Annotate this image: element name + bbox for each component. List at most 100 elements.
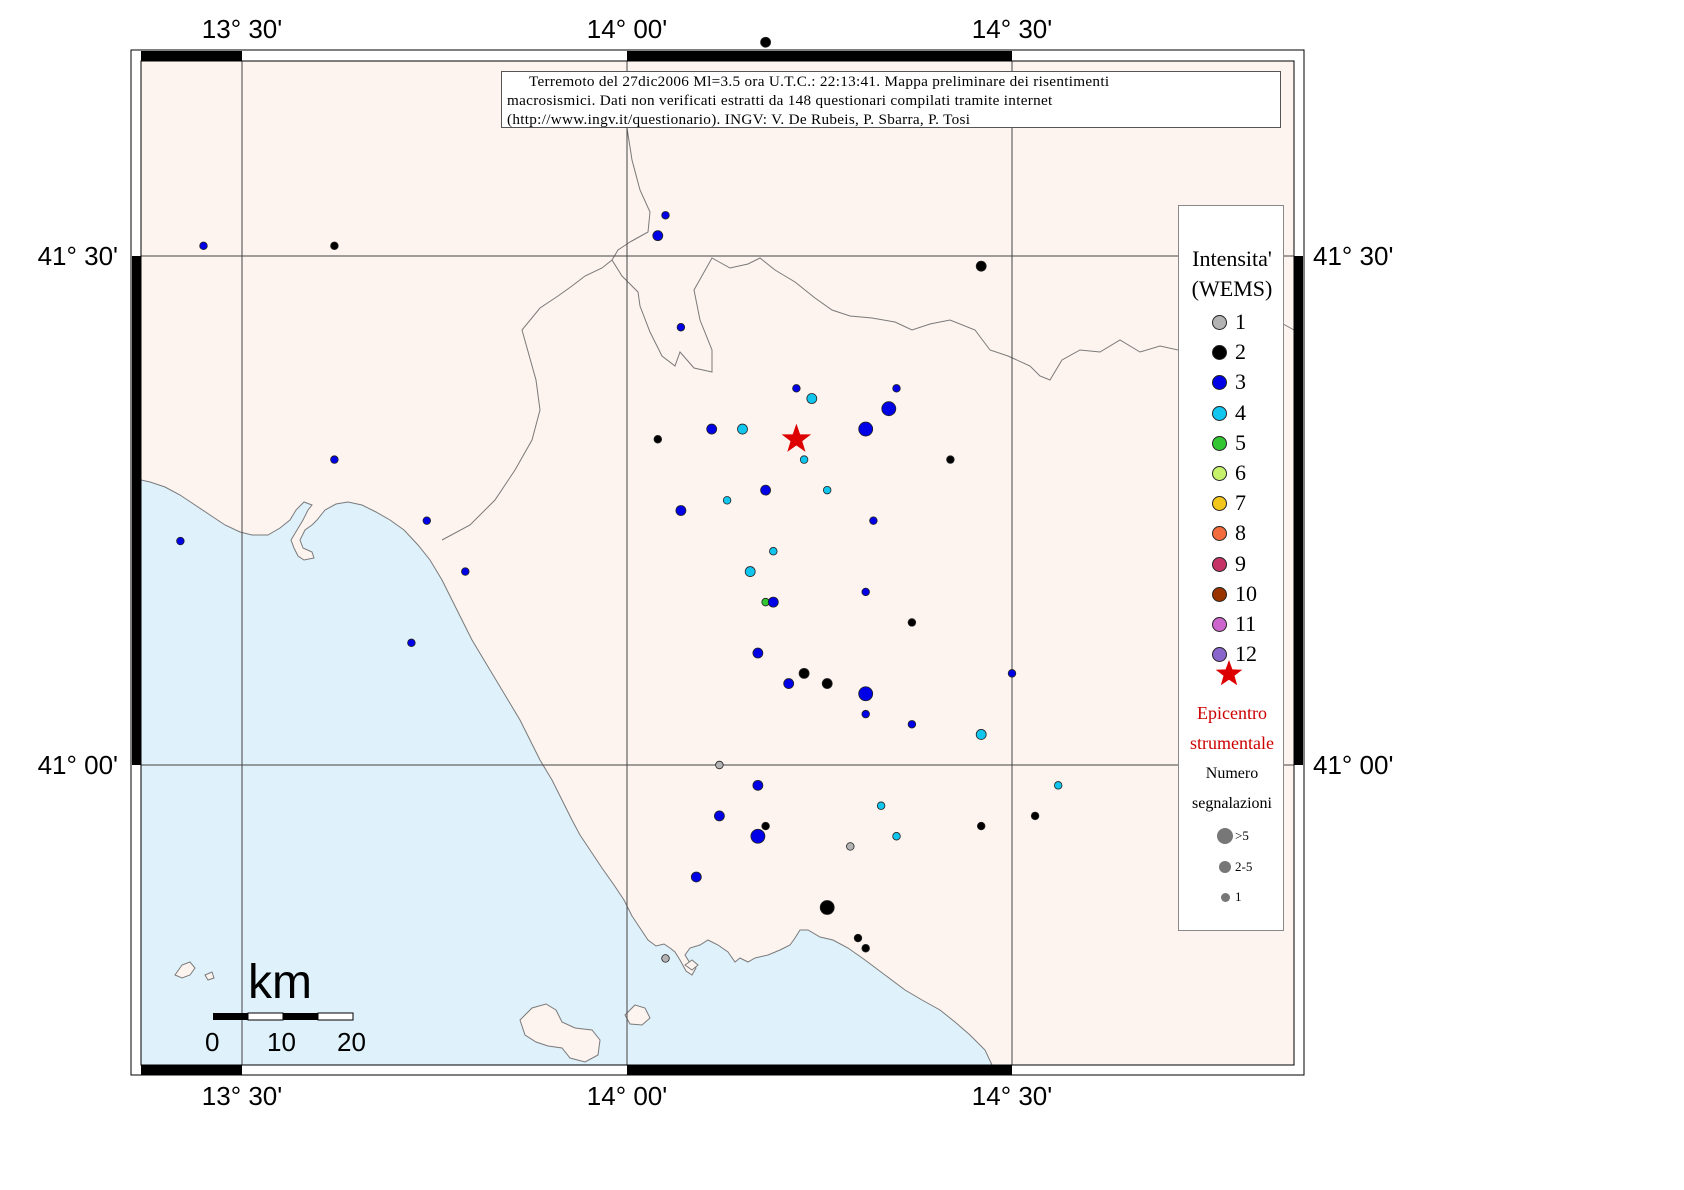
observation-marker	[750, 828, 766, 844]
observation-marker	[714, 810, 725, 822]
observation-marker	[892, 832, 901, 841]
frame-scale-bars	[132, 51, 1303, 1075]
observation-marker	[752, 779, 764, 791]
legend-epicenter-star-icon	[1215, 660, 1243, 686]
observation-marker	[760, 484, 771, 496]
intensity-dot	[1212, 435, 1227, 451]
size-label: >5	[1235, 828, 1249, 843]
intensity-label: 8	[1235, 520, 1246, 546]
observation-marker	[819, 900, 835, 915]
observation-marker	[176, 536, 185, 546]
legend-row-5: 5	[1179, 428, 1285, 458]
land-area	[140, 60, 1295, 1066]
legend-row-10: 10	[1179, 579, 1285, 609]
scale-label: 0	[205, 1027, 220, 1057]
observation-marker	[461, 567, 470, 576]
intensity-label: 6	[1235, 460, 1246, 485]
size-dot-medium	[1219, 861, 1231, 873]
intensity-legend: Intensita' (WEMS) 1 2 3 4 5 6 7 8 9 10 11 12 Epicen…	[1178, 205, 1284, 931]
size-dot-large	[1217, 828, 1233, 844]
observation-marker	[975, 729, 987, 740]
legend-row-12: 12	[1179, 639, 1285, 669]
regional-border	[611, 257, 1295, 381]
observation-marker	[744, 566, 756, 577]
intensity-dot	[1212, 526, 1227, 542]
island	[519, 1003, 601, 1063]
observation-marker	[861, 944, 870, 953]
intensity-label: 11	[1235, 611, 1257, 636]
observation-marker	[821, 678, 833, 689]
intensity-dot	[1212, 375, 1227, 391]
observation-marker	[690, 871, 702, 883]
observation-marker	[792, 384, 801, 393]
observation-marker	[946, 455, 955, 464]
intensity-dot	[1212, 496, 1227, 512]
observation-marker	[761, 821, 770, 831]
legend-row-7: 7	[1179, 488, 1285, 518]
intensity-label: 10	[1235, 580, 1257, 606]
observation-marker	[799, 455, 809, 464]
size-label: 2-5	[1235, 859, 1253, 874]
lat-tick-right: 41° 30'	[1313, 241, 1393, 271]
observation-marker	[806, 393, 818, 404]
caption-line: (http://www.ingv.it/questionario). INGV:…	[507, 111, 971, 128]
observation-marker	[722, 496, 732, 505]
observation-marker	[330, 241, 339, 251]
scale-bar	[213, 1012, 354, 1021]
lon-tick-top: 14° 30'	[972, 14, 1052, 44]
observation-marker	[798, 667, 810, 679]
legend-title: Intensita'	[1192, 246, 1272, 271]
epicenter-label: Epicentro	[1197, 703, 1267, 723]
observation-marker	[1007, 669, 1017, 678]
observation-marker	[823, 485, 832, 495]
intensity-dot	[1212, 345, 1227, 361]
scale-label: 20	[337, 1027, 366, 1057]
intensity-dot	[1212, 405, 1227, 421]
observation-marker	[853, 933, 863, 943]
lat-tick-left: 41° 00'	[38, 750, 118, 780]
observation-marker	[881, 401, 897, 417]
lon-tick-top: 13° 30'	[202, 14, 282, 44]
observation-marker	[676, 323, 686, 332]
legend-row-2: 2	[1179, 337, 1285, 367]
size-dot-small	[1221, 893, 1230, 902]
lat-tick-right: 41° 00'	[1313, 750, 1393, 780]
observation-marker	[783, 678, 795, 689]
observation-marker	[706, 423, 718, 435]
observation-marker	[330, 455, 339, 464]
observation-marker	[767, 596, 779, 608]
observation-marker	[752, 647, 764, 659]
count-size-row: 2-5	[1179, 857, 1285, 877]
lon-tick-top: 14° 00'	[587, 14, 667, 44]
legend-row-6: 6	[1179, 458, 1285, 488]
legend-subtitle: (WEMS)	[1191, 276, 1273, 301]
observation-marker	[661, 954, 670, 963]
observation-marker	[769, 547, 778, 556]
intensity-label: 2	[1235, 339, 1246, 365]
count-size-row: >5	[1179, 826, 1285, 846]
observation-marker	[653, 435, 662, 444]
lat-tick-left: 41° 30'	[38, 241, 118, 271]
scale-label: 10	[267, 1027, 296, 1057]
scale-unit: km	[248, 956, 312, 1009]
island	[684, 959, 699, 971]
regional-border	[441, 127, 651, 541]
observation-marker	[876, 801, 886, 810]
intensity-label: 4	[1235, 399, 1246, 425]
intensity-dot	[1212, 556, 1227, 572]
lon-tick-bottom: 14° 30'	[972, 1081, 1052, 1111]
legend-row-1: 1	[1179, 307, 1285, 337]
intensity-label: 3	[1235, 369, 1246, 395]
observation-marker	[422, 516, 431, 525]
observation-markers	[176, 36, 1063, 963]
intensity-dot	[1212, 586, 1227, 602]
observation-marker	[199, 241, 208, 251]
regional-border	[629, 231, 649, 243]
intensity-label: 12	[1235, 641, 1257, 667]
intensity-label: 7	[1235, 490, 1246, 516]
legend-row-8: 8	[1179, 518, 1285, 548]
observation-marker	[661, 211, 670, 220]
intensity-dot	[1212, 315, 1227, 330]
map-caption: Terremoto del 27dic2006 Ml=3.5 ora U.T.C…	[501, 71, 1281, 128]
